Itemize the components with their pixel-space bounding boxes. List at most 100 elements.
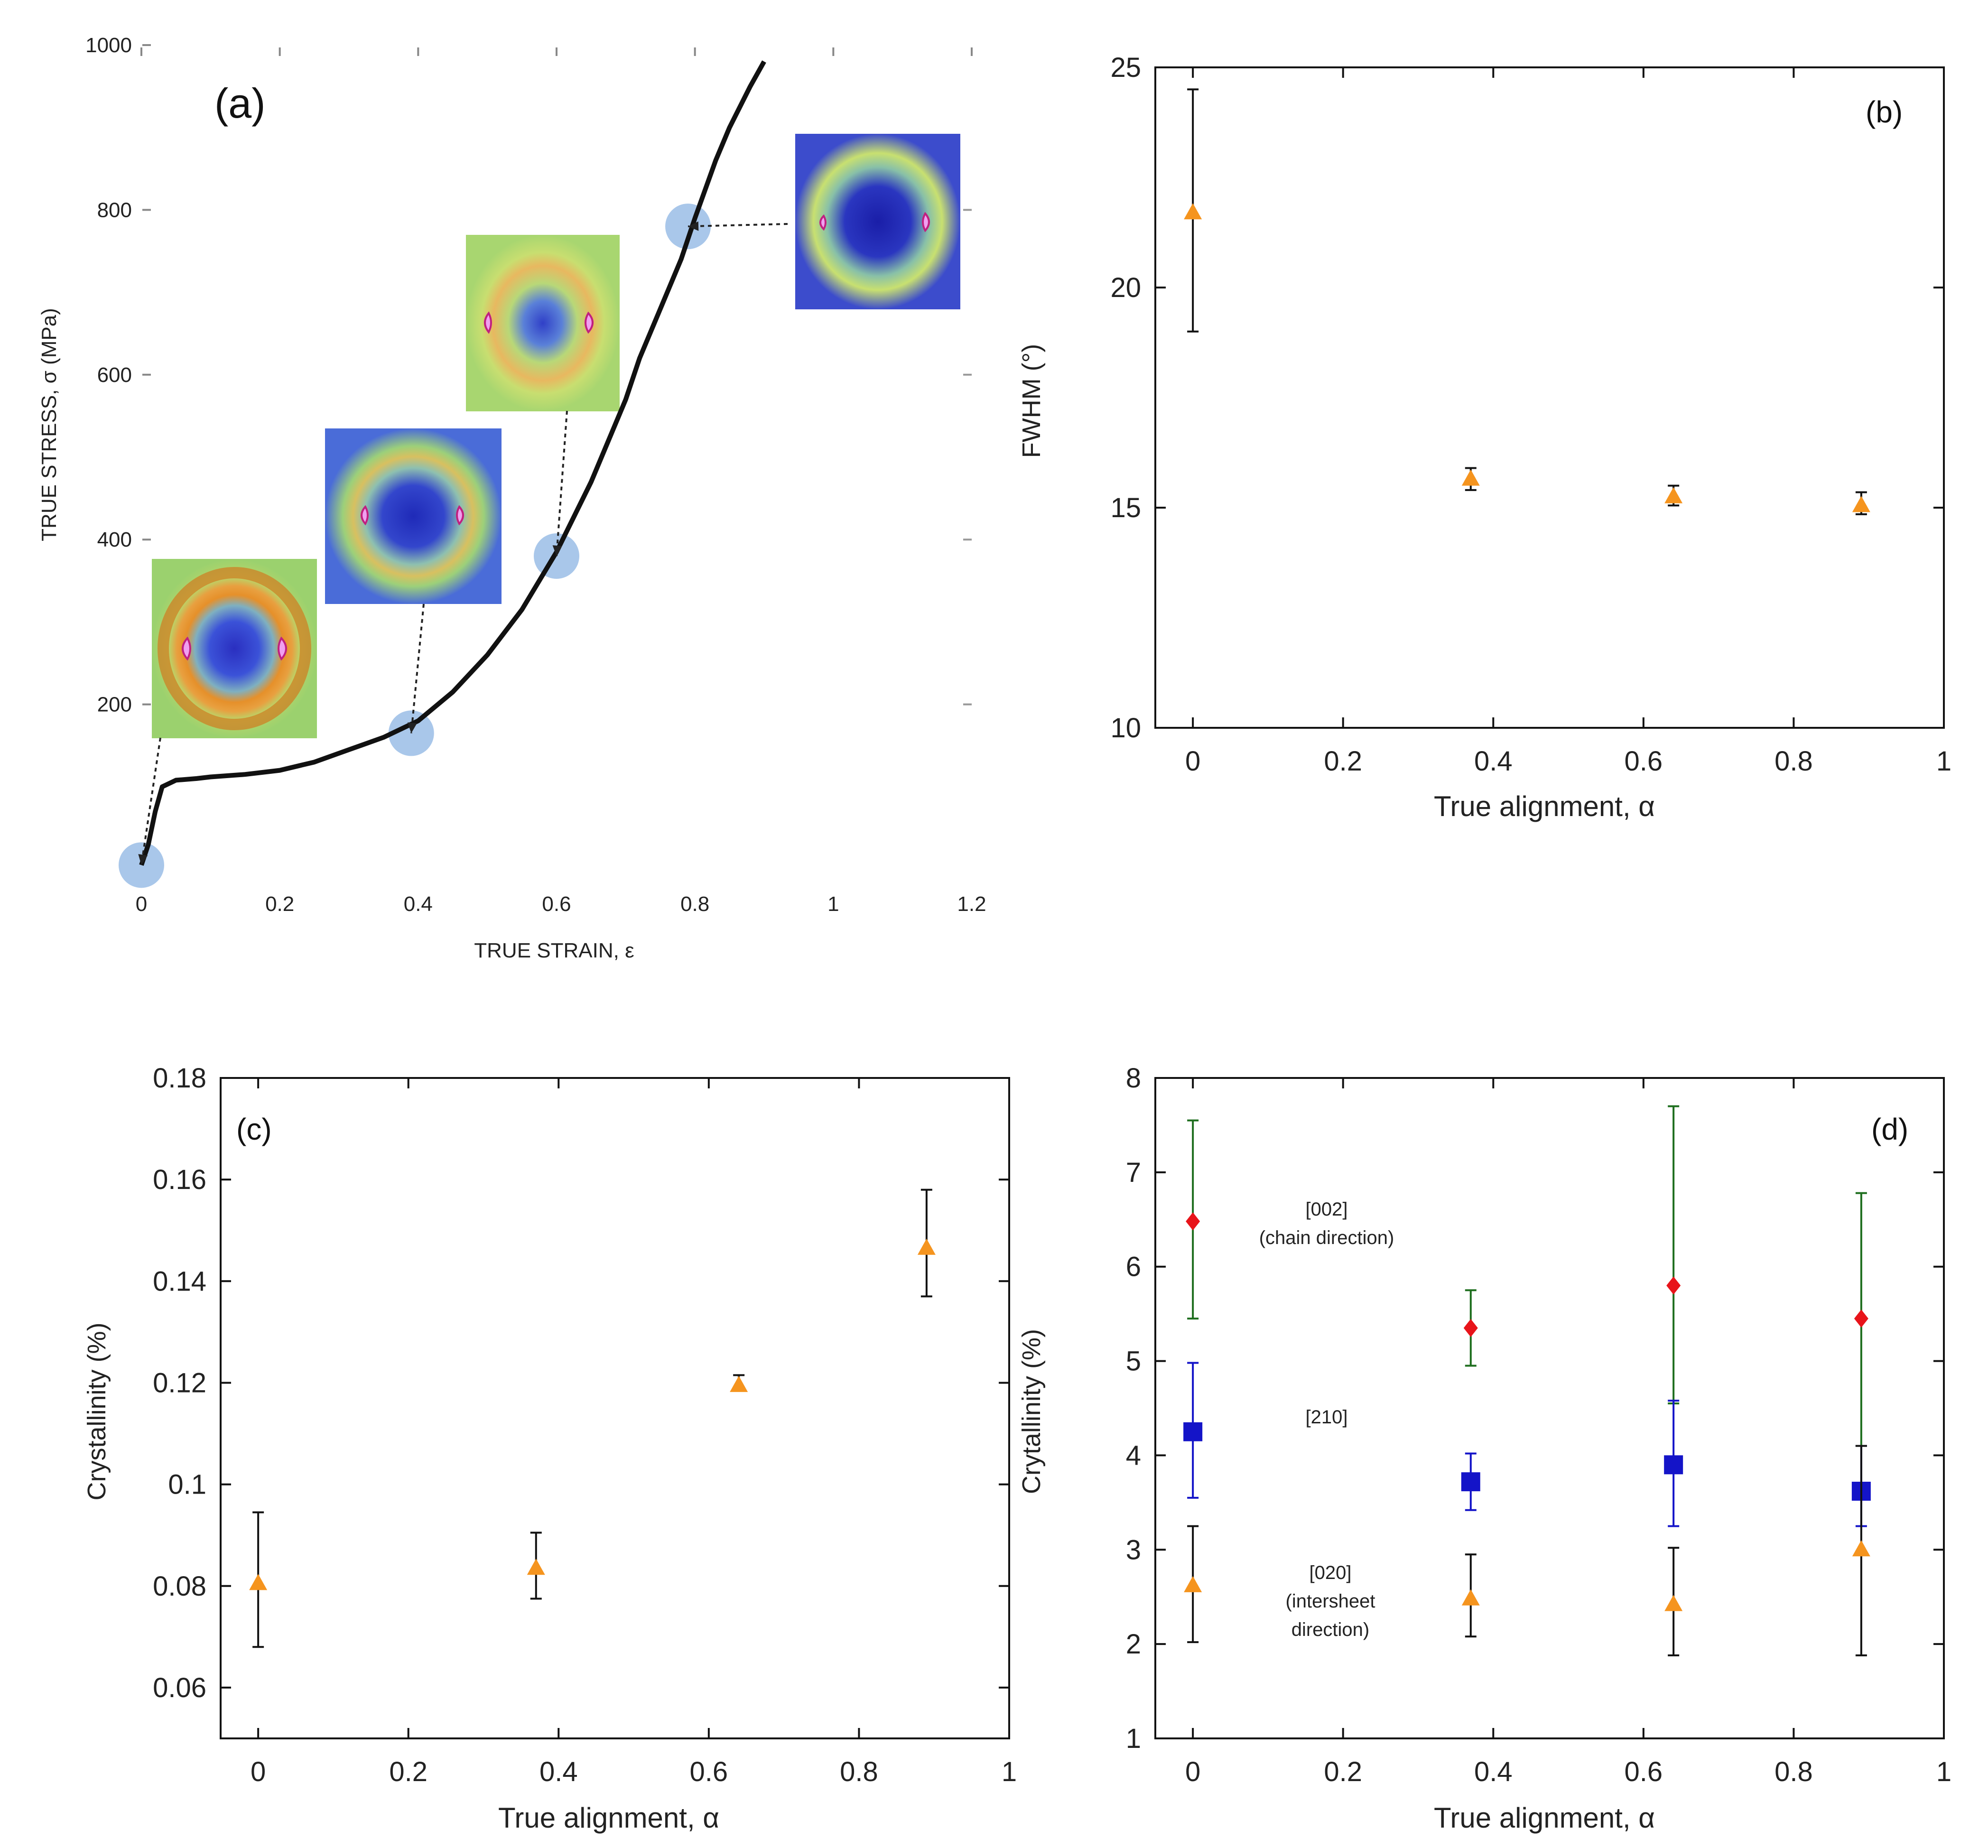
a-x-tick-label: 0.2 [265, 892, 294, 916]
diffraction-inset-1 [152, 559, 317, 738]
b-x-tick-label: 0 [1185, 746, 1200, 777]
c-x-tick-label: 0.4 [539, 1756, 578, 1787]
c-x-tick-label: 0.2 [389, 1756, 427, 1787]
a-x-tick-label: 1.2 [957, 892, 986, 916]
b-y-axis-label: FWHM (°) [1017, 344, 1046, 458]
a-y-tick-label: 200 [97, 693, 132, 716]
d-x-tick-label: 0.2 [1324, 1756, 1362, 1787]
c-x-tick-label: 0.8 [840, 1756, 878, 1787]
a-x-tick-label: 0.4 [404, 892, 433, 916]
a-pointer-arrow [688, 223, 788, 228]
d-point-020 [1184, 1576, 1202, 1592]
d-y-tick-label: 8 [1126, 1063, 1141, 1094]
d-y-tick-label: 7 [1126, 1157, 1141, 1188]
a-y-tick-label: 400 [97, 528, 132, 551]
d-x-tick-label: 0.6 [1625, 1756, 1663, 1787]
d-y-tick-label: 6 [1126, 1252, 1141, 1282]
a-pointer-arrow [556, 410, 568, 557]
a-x-tick-label: 0.6 [542, 892, 571, 916]
d-annotation-210: [210] [1306, 1407, 1348, 1428]
d-y-tick-label: 4 [1126, 1440, 1141, 1471]
a-pointer-arrow [410, 604, 425, 734]
b-x-tick-label: 0.8 [1774, 746, 1813, 777]
c-y-axis-label: Crystallinity (%) [83, 1322, 111, 1500]
d-annotation-020-desc1: (intersheet [1286, 1591, 1375, 1612]
d-point-020 [1852, 1540, 1870, 1557]
d-x-tick-label: 0.4 [1474, 1756, 1513, 1787]
d-y-axis-label: Crytallinity (%) [1017, 1329, 1046, 1494]
c-point-crystallinity [527, 1559, 545, 1575]
c-y-tick-label: 0.18 [153, 1063, 206, 1094]
panel-b: 0 0.2 0.4 0.6 0.8 1 10 15 20 25 (b) True alignmen… [1017, 52, 1951, 822]
b-y-tick-label: 10 [1110, 713, 1141, 743]
d-annotation-002-hkl: [002] [1306, 1199, 1348, 1220]
b-x-tick-label: 0.6 [1625, 746, 1663, 777]
c-y-tick-label: 0.06 [153, 1672, 206, 1703]
b-y-tick-label: 20 [1110, 272, 1141, 303]
d-point-002 [1666, 1276, 1681, 1295]
panel-label-a: (a) [214, 80, 266, 127]
d-plot-frame [1154, 1077, 1945, 1739]
d-x-axis-label: True alignment, α [1434, 1802, 1655, 1834]
c-x-tick-label: 1 [1002, 1756, 1017, 1787]
b-y-tick-label: 15 [1110, 492, 1141, 523]
a-pointer-arrowhead [407, 722, 417, 734]
panel-label-c: (c) [236, 1112, 272, 1146]
d-point-210 [1461, 1472, 1480, 1492]
c-plot-frame [220, 1077, 1010, 1739]
panel-label-b: (b) [1866, 95, 1903, 129]
a-pointer-arrowhead [552, 545, 562, 556]
panel-a: 00.20.40.60.811.202004006008001000 (a) T… [37, 34, 986, 962]
d-x-tick-label: 1 [1936, 1756, 1951, 1787]
d-point-020 [1461, 1589, 1480, 1606]
diffraction-inset-3 [466, 235, 620, 411]
c-y-tick-label: 0.12 [153, 1367, 206, 1398]
diffraction-inset-4 [795, 134, 960, 309]
b-point-fwhm [1664, 487, 1683, 503]
c-x-tick-label: 0.6 [690, 1756, 728, 1787]
a-x-axis-label: TRUE STRAIN, ε [474, 939, 634, 962]
b-x-tick-label: 1 [1936, 746, 1951, 777]
c-x-axis-label: True alignment, α [498, 1802, 719, 1834]
d-annotation-020-desc2: direction) [1291, 1619, 1370, 1640]
d-x-tick-label: 0 [1185, 1756, 1200, 1787]
diffraction-inset-2 [325, 428, 502, 604]
c-y-tick-label: 0.16 [153, 1164, 206, 1195]
b-x-tick-label: 0.4 [1474, 746, 1513, 777]
a-pointer-arrow [140, 737, 161, 865]
d-x-tick-label: 0.8 [1774, 1756, 1813, 1787]
c-y-tick-label: 0.14 [153, 1266, 206, 1297]
a-y-tick-label: 600 [97, 363, 132, 387]
a-pointer-arrowhead [688, 221, 699, 231]
c-y-tick-label: 0.08 [153, 1571, 206, 1602]
b-point-fwhm [1184, 203, 1202, 220]
c-y-tick-label: 0.1 [168, 1469, 206, 1500]
d-y-tick-label: 5 [1126, 1346, 1141, 1377]
d-annotation-020-hkl: [020] [1310, 1562, 1352, 1583]
a-y-tick-label: 800 [97, 198, 132, 222]
a-x-tick-label: 0.8 [680, 892, 709, 916]
d-point-210 [1664, 1455, 1683, 1475]
b-x-axis-label: True alignment, α [1434, 790, 1655, 822]
panel-d: 0 0.2 0.4 0.6 0.8 1 1 2 3 4 5 6 7 8 (d) [002] (chain … [1017, 1063, 1951, 1834]
d-point-210 [1183, 1422, 1203, 1441]
d-point-002 [1854, 1309, 1868, 1328]
b-point-fwhm [1461, 469, 1480, 486]
d-y-tick-label: 1 [1126, 1723, 1141, 1754]
a-x-tick-label: 1 [827, 892, 839, 916]
panel-c: 0 0.2 0.4 0.6 0.8 1 0.06 0.08 0.1 0.12 0.14 0.16 0.1… [83, 1063, 1017, 1834]
d-point-002 [1186, 1212, 1200, 1231]
d-point-020 [1664, 1595, 1683, 1611]
d-annotation-002-desc: (chain direction) [1259, 1227, 1394, 1248]
a-pointer-arrowhead [138, 854, 148, 865]
a-stress-strain-curve [139, 60, 766, 866]
b-plot-frame [1154, 66, 1945, 729]
c-point-crystallinity [917, 1238, 936, 1255]
d-point-002 [1463, 1319, 1478, 1337]
c-point-crystallinity [730, 1375, 748, 1392]
panel-label-d: (d) [1871, 1112, 1908, 1146]
a-y-tick-label: 1000 [85, 34, 132, 57]
b-x-tick-label: 0.2 [1324, 746, 1362, 777]
a-y-axis-label: TRUE STRESS, σ (MPa) [37, 308, 61, 541]
